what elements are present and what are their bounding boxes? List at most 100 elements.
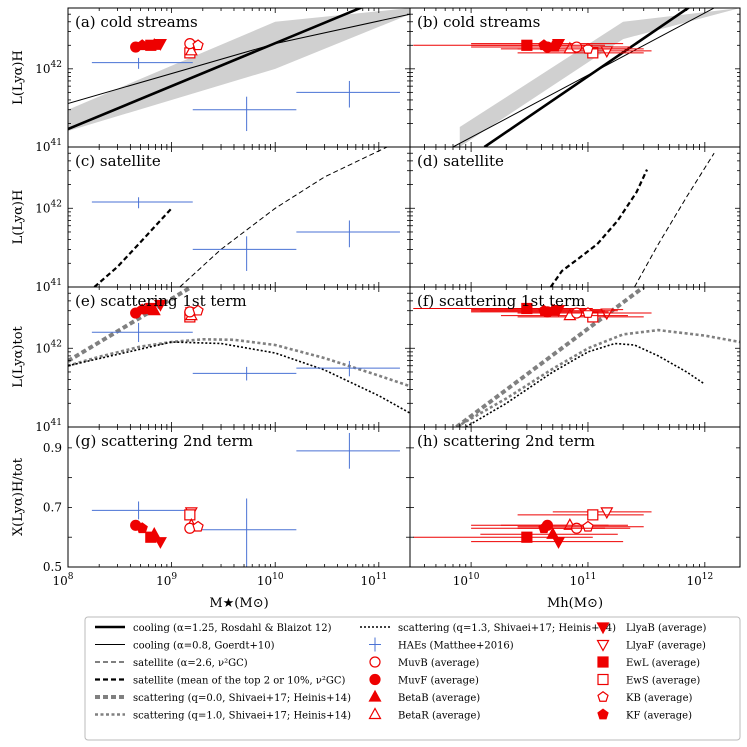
tick-base: 10 (35, 341, 50, 355)
legend-swatch-circle_open (369, 656, 381, 668)
tick-exponent: 41 (51, 138, 62, 148)
plot-area-g (91, 432, 400, 567)
legend-label: scattering (q=0.0, Shivaei+17; Heinis+14… (133, 693, 351, 704)
tick-base: 10 (257, 574, 272, 588)
tick-exponent: 9 (171, 572, 177, 582)
sample-point-KF (136, 522, 148, 534)
panel-title: (f) scattering 1st term (417, 292, 585, 310)
x-tick-label: 1011 (570, 572, 597, 588)
sample-point-KB (192, 39, 204, 51)
sample-point-KF (538, 304, 550, 316)
legend-label: MuvF (average) (398, 676, 479, 687)
tick-exponent: 8 (68, 572, 74, 582)
panel-title: (h) scattering 2nd term (417, 432, 595, 450)
model-line-thin (452, 8, 716, 147)
tick-exponent: 10 (468, 572, 480, 582)
sample-point-BetaB (546, 526, 560, 539)
sample-point-KF (538, 522, 550, 534)
panel-title: (d) satellite (417, 152, 504, 170)
legend-frame (84, 616, 741, 741)
plot-area-c (91, 147, 400, 287)
panel-title: (g) scattering 2nd term (75, 432, 253, 450)
panel-b: (b) cold streams (409, 7, 741, 148)
y-axis-label: L(Lyα)H (11, 50, 26, 105)
legend-label: BetaR (average) (398, 711, 480, 722)
sample-point-LlyaF (600, 507, 614, 520)
legend-label: BetaB (average) (398, 693, 480, 704)
sample-point-KB (192, 520, 204, 532)
x-axis-label-right: Mh(M⊙) (547, 596, 603, 611)
legend-label: HAEs (Matthee+2016) (398, 641, 514, 652)
model-line-dashthick (93, 207, 173, 287)
tick-exponent: 11 (585, 572, 596, 582)
x-tick-label: 1012 (686, 572, 713, 588)
plot-area-e (68, 287, 410, 414)
y-axis-label: L(Lyα)H (11, 190, 26, 245)
legend-label: cooling (α=1.25, Rosdahl & Blaizot 12) (133, 623, 332, 634)
y-tick-label: 0.5 (43, 560, 62, 574)
legend-swatch-square_open (597, 673, 609, 686)
legend-label: MuvB (average) (398, 658, 479, 669)
model-line-thick (68, 8, 364, 131)
panel-title: (e) scattering 1st term (75, 292, 247, 310)
tick-base: 10 (35, 420, 50, 434)
x-tick-label: 1010 (257, 572, 284, 588)
y-axis-label: L(Lyα)tot (11, 325, 26, 387)
y-tick-label: 1042 (35, 339, 62, 355)
tick-exponent: 42 (51, 60, 62, 70)
legend-swatch-tri_down_open (596, 639, 610, 652)
legend-label: LlyaF (average) (626, 641, 706, 652)
sample-point-LlyaB (552, 39, 566, 51)
x-tick-label: 1011 (360, 572, 387, 588)
x-tick-label: 1010 (453, 572, 480, 588)
legend-swatch-pentagon_open (597, 691, 609, 702)
y-tick-label: 1041 (35, 138, 62, 154)
sample-point-EwS (587, 509, 599, 521)
model-line-dashthick (549, 169, 648, 287)
legend-label: satellite (α=2.6, ν²GC) (133, 658, 248, 669)
legend-label: cooling (α=0.8, Goerdt+10) (133, 641, 275, 652)
sample-point-KF (538, 39, 550, 51)
cold-stream-band (68, 8, 410, 132)
legend-swatch-triangle_filled (368, 689, 382, 702)
tick-exponent: 42 (51, 199, 62, 209)
sample-point-BetaB (147, 303, 161, 316)
panel-h: (h) scattering 2nd term (409, 426, 741, 568)
x-axis-label-left: M★(M⊙) (209, 596, 268, 611)
legend: cooling (α=1.25, Rosdahl & Blaizot 12) co… (84, 616, 741, 741)
tick-base: 10 (35, 140, 50, 154)
y-tick-label: 0.7 (43, 500, 62, 514)
model-line-thick (483, 8, 691, 147)
sample-point-LlyaB (552, 537, 566, 549)
model-line-dot1 (455, 328, 740, 427)
tick-base: 10 (52, 574, 67, 588)
legend-label: EwL (average) (626, 658, 700, 669)
tick-base: 10 (453, 574, 468, 588)
y-tick-label: 0.9 (43, 441, 62, 455)
plot-area-a (68, 8, 410, 132)
sample-point-BetaR (184, 43, 198, 56)
legend-swatch-square_filled (597, 656, 609, 668)
tick-exponent: 41 (51, 278, 62, 288)
model-line-dot2 (68, 341, 410, 414)
panel-f: (f) scattering 1st term (409, 286, 741, 428)
panel-d: (d) satellite (409, 146, 741, 288)
plot-area-h (413, 507, 652, 549)
legend-swatch-pentagon_filled (597, 708, 609, 720)
plot-area-b (413, 8, 740, 147)
tick-base: 10 (35, 62, 50, 76)
y-axis-label: X(Lyα)H/tot (11, 457, 26, 536)
x-tick-label: 108 (52, 572, 73, 588)
model-line-dashthin (179, 147, 388, 287)
y-tick-label: 1042 (35, 199, 62, 215)
sample-point-KF (136, 39, 148, 51)
sample-point-LlyaB (153, 299, 167, 312)
legend-label: scattering (q=1.3, Shivaei+17; Heinis+14… (398, 623, 616, 634)
tick-base: 10 (156, 574, 171, 588)
tick-exponent: 10 (272, 572, 284, 582)
y-tick-label: 1041 (35, 278, 62, 294)
